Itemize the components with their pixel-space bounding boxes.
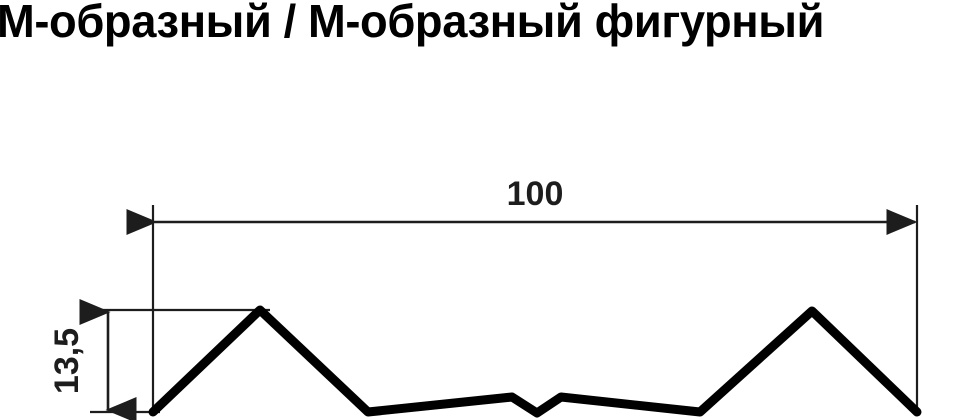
page-title: М-образный / М-образный фигурный (0, 0, 825, 47)
dimension-label-height: 13,5 (48, 328, 86, 394)
dimension-label-width: 100 (507, 175, 564, 213)
profile-cross-section-line (148, 305, 922, 418)
